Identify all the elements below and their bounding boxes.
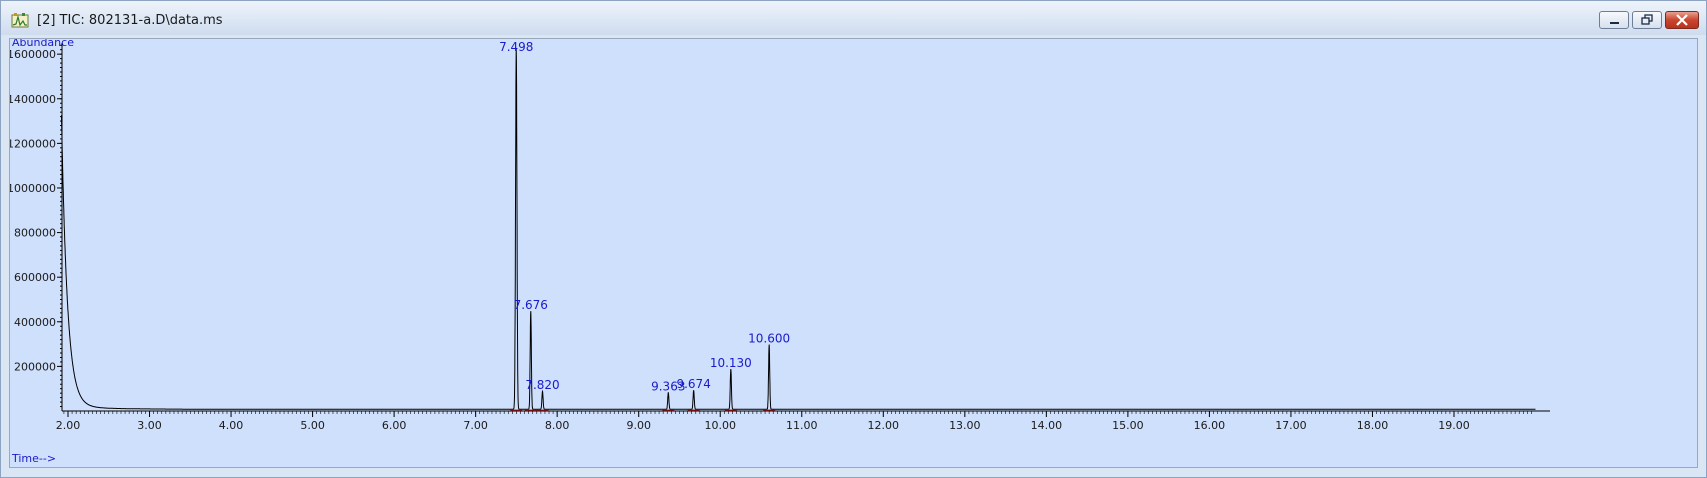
x-tick-label: 2.00 [56,419,81,432]
x-tick-label: 11.00 [786,419,818,432]
x-tick-label: 3.00 [137,419,162,432]
minimize-icon [1610,22,1619,24]
tic-trace [61,47,1536,410]
x-tick-label: 8.00 [545,419,570,432]
y-tick-label: 1400000 [10,93,56,106]
x-tick-label: 4.00 [219,419,244,432]
peak-label: 7.676 [514,298,548,312]
title-bar[interactable]: [2] TIC: 802131-a.D\data.ms [1,1,1706,35]
y-tick-label: 800000 [14,227,56,240]
x-tick-label: 5.00 [300,419,325,432]
peak-label: 7.498 [499,40,533,54]
y-tick-label: 1000000 [10,182,56,195]
y-tick-label: 1200000 [10,137,56,150]
window-right-edge [1698,38,1706,468]
x-tick-label: 13.00 [949,419,981,432]
maximize-button[interactable] [1632,11,1662,29]
x-tick-label: 10.00 [704,419,736,432]
x-axis-title: Time--> [12,452,57,465]
peak-label: 9.363 [651,379,685,393]
peak-label: 10.130 [710,356,752,370]
chromatogram-plot[interactable]: Abundance Time--> 200000 400000 600000 8000… [9,38,1698,468]
x-tick-label: 7.00 [463,419,488,432]
y-axis-title: Abundance [12,38,74,49]
x-tick-label: 17.00 [1275,419,1307,432]
close-button[interactable] [1665,11,1699,29]
y-tick-label: 200000 [14,360,56,373]
x-tick-label: 12.00 [868,419,900,432]
close-icon [1676,14,1688,26]
minimize-button[interactable] [1599,11,1629,29]
x-tick-label: 15.00 [1112,419,1144,432]
x-tick-label: 6.00 [382,419,407,432]
y-tick-label: 400000 [14,316,56,329]
x-tick-label: 9.00 [626,419,651,432]
peak-label: 10.600 [748,331,790,345]
x-tick-label: 14.00 [1031,419,1063,432]
peak-label: 7.820 [525,378,559,392]
x-tick-label: 16.00 [1194,419,1226,432]
y-tick-label: 600000 [14,271,56,284]
chromatogram-app-icon [11,13,29,28]
restore-icon [1641,14,1653,25]
x-tick-label: 19.00 [1438,419,1470,432]
tic-chart: 200000 400000 600000 800000 1000000 1200000 14… [10,40,1550,432]
x-tick-label: 18.00 [1357,419,1389,432]
window-title: [2] TIC: 802131-a.D\data.ms [37,13,223,28]
peak-label: 9.674 [676,377,710,391]
y-tick-label: 1600000 [10,48,56,61]
